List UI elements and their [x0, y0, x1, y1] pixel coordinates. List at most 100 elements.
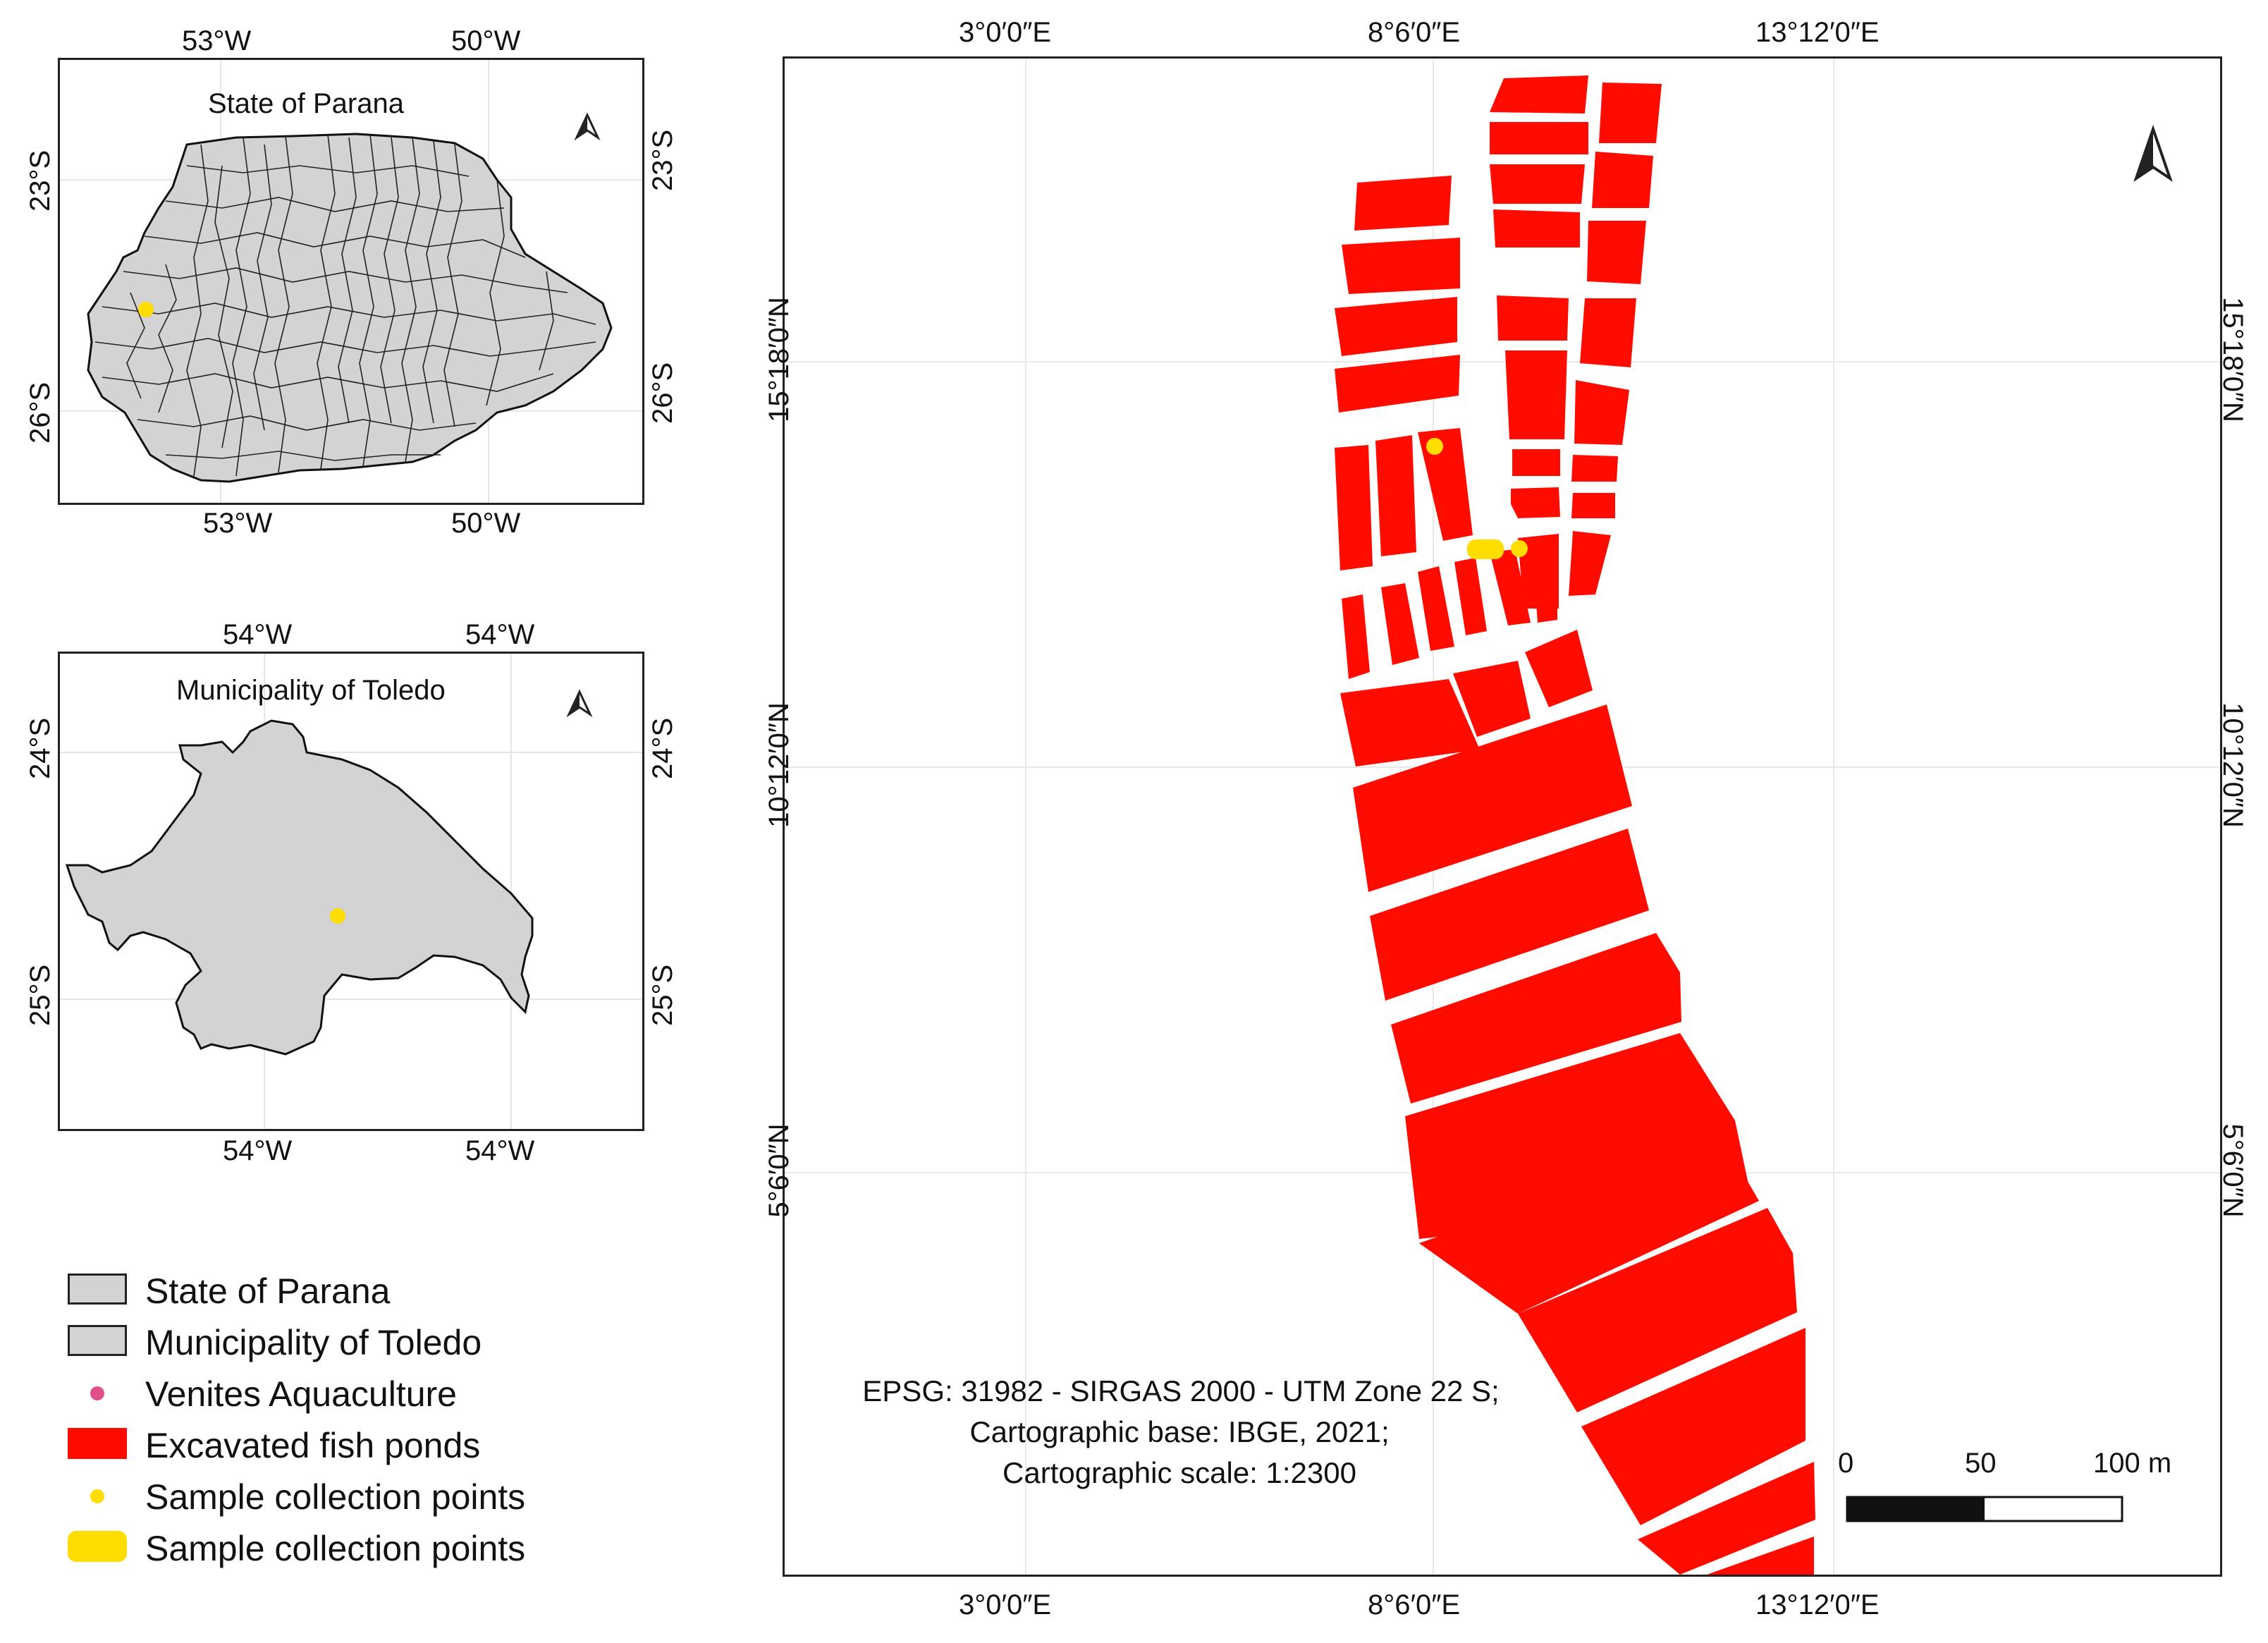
- fish-pond: [1342, 238, 1460, 294]
- main-top-tick-2: 8°6′0″E: [1368, 17, 1461, 48]
- fish-pond: [1381, 583, 1419, 665]
- sample-area: [1467, 539, 1504, 559]
- gray-box-icon: [68, 1274, 127, 1305]
- fish-pond: [1370, 829, 1649, 1001]
- toledo-top-tick-2: 54°W: [465, 619, 535, 650]
- main-right-tick-2: 10°12′0″N: [2217, 702, 2248, 828]
- fish-pond: [1532, 544, 1557, 623]
- fish-pond: [1580, 298, 1636, 367]
- toledo-right-tick-1: 24°S: [647, 717, 678, 779]
- fish-pond: [1493, 209, 1580, 248]
- fish-pond: [1511, 487, 1560, 518]
- yellow-box-icon: [68, 1531, 127, 1562]
- state-left-tick-2: 26°S: [25, 381, 56, 444]
- main-bottom-tick-2: 8°6′0″E: [1368, 1589, 1461, 1620]
- toledo-location-dot: [138, 302, 154, 317]
- fish-pond: [1340, 679, 1480, 766]
- fish-pond: [1638, 1462, 1815, 1575]
- fish-pond: [1454, 558, 1487, 635]
- state-map-frame: . State of Parana: [58, 58, 644, 505]
- fish-pond: [1490, 164, 1585, 204]
- toledo-left-tick-1: 24°S: [25, 717, 56, 779]
- map-note-line-2: Cartographic base: IBGE, 2021;: [969, 1415, 1390, 1448]
- fish-pond: [1391, 933, 1681, 1104]
- fish-pond: [1707, 1537, 1814, 1575]
- main-bottom-tick-1: 3°0′0″E: [959, 1589, 1052, 1620]
- scale-label-0: 0: [1838, 1448, 1854, 1479]
- venites-location-dot: [330, 908, 345, 924]
- scale-bar: [1846, 1496, 2123, 1522]
- toledo-left-tick-2: 25°S: [25, 964, 56, 1026]
- toledo-bottom-tick-2: 54°W: [465, 1135, 535, 1166]
- fish-pond: [1569, 531, 1611, 596]
- fish-pond: [1574, 380, 1629, 445]
- fish-pond: [1335, 297, 1457, 356]
- toledo-inset-title: Municipality of Toledo: [176, 675, 446, 706]
- fish-pond: [1581, 1328, 1806, 1525]
- toledo-top-tick-1: 54°W: [223, 619, 293, 650]
- fish-pond: [1512, 449, 1560, 476]
- fish-pond: [1342, 594, 1370, 679]
- legend-label: State of Parana: [145, 1271, 391, 1311]
- state-right-tick-1: 23°S: [647, 129, 678, 191]
- fish-pond: [1490, 549, 1531, 625]
- main-bottom-tick-3: 13°12′0″E: [1755, 1589, 1880, 1620]
- fish-pond: [1505, 350, 1567, 439]
- toledo-bottom-tick-1: 54°W: [223, 1135, 293, 1166]
- state-bottom-tick-2: 50°W: [451, 508, 521, 539]
- fish-pond: [1525, 630, 1593, 707]
- legend-label: Sample collection points: [145, 1477, 526, 1517]
- main-north-arrow-icon: [2133, 124, 2173, 182]
- legend-label: Excavated fish ponds: [145, 1426, 481, 1465]
- fish-pond: [1599, 83, 1662, 143]
- fish-pond: [1490, 75, 1588, 114]
- pink-dot-icon: [90, 1386, 104, 1400]
- sample-collection-points: [1426, 438, 1528, 559]
- main-map-svg: [785, 59, 2220, 1575]
- parana-state-shape: [87, 133, 613, 483]
- red-box-icon: [68, 1428, 127, 1459]
- toledo-map-svg: [60, 654, 642, 1129]
- state-bottom-tick-1: 53°W: [203, 508, 273, 539]
- yellow-dot-icon: [90, 1489, 104, 1503]
- fish-pond: [1335, 355, 1460, 413]
- fish-pond: [1418, 566, 1454, 651]
- scale-label-100: 100 m: [2093, 1448, 2172, 1479]
- fish-pond: [1518, 1208, 1797, 1412]
- map-note-line-3: Cartographic scale: 1:2300: [1003, 1456, 1356, 1489]
- sample-point: [1511, 540, 1528, 557]
- fish-pond: [1419, 1137, 1759, 1314]
- fish-pond: [1587, 221, 1646, 284]
- legend-label: Venites Aquaculture: [145, 1374, 457, 1414]
- map-note-line-1: EPSG: 31982 - SIRGAS 2000 - UTM Zone 22 …: [862, 1374, 1500, 1407]
- state-map-svg: .: [60, 60, 642, 503]
- fish-pond: [1418, 428, 1473, 541]
- main-left-tick-1: 15°18′0″N: [764, 297, 795, 422]
- gray-box-icon: [68, 1325, 127, 1356]
- sample-point: [1426, 438, 1443, 455]
- fish-pond: [1335, 445, 1373, 570]
- excavated-fish-ponds: [1335, 75, 1815, 1575]
- main-top-tick-1: 3°0′0″E: [959, 17, 1052, 48]
- state-inset-title: State of Parana: [208, 88, 404, 119]
- fish-pond: [1453, 661, 1531, 737]
- fish-pond: [1571, 455, 1618, 482]
- toledo-map-frame: Municipality of Toledo: [58, 652, 644, 1131]
- state-top-tick-2: 50°W: [451, 25, 521, 56]
- scale-label-50: 50: [1965, 1448, 1997, 1479]
- fish-pond: [1353, 704, 1632, 892]
- fish-pond: [1375, 435, 1416, 556]
- main-right-tick-1: 15°18′0″N: [2217, 297, 2248, 422]
- fish-pond: [1490, 122, 1588, 154]
- fish-pond: [1354, 176, 1452, 231]
- fish-pond: [1592, 152, 1653, 208]
- main-right-tick-3: 5°6′0″N: [2217, 1123, 2248, 1218]
- main-top-tick-3: 13°12′0″E: [1755, 17, 1880, 48]
- parana-municipal-boundaries: [94, 134, 596, 477]
- legend-label: Sample collection points: [145, 1529, 526, 1568]
- fish-pond: [1497, 295, 1569, 341]
- toledo-municipality-shape: [65, 719, 534, 1056]
- state-left-tick-1: 23°S: [25, 149, 56, 212]
- fish-pond: [1571, 493, 1615, 518]
- toledo-right-tick-2: 25°S: [647, 964, 678, 1026]
